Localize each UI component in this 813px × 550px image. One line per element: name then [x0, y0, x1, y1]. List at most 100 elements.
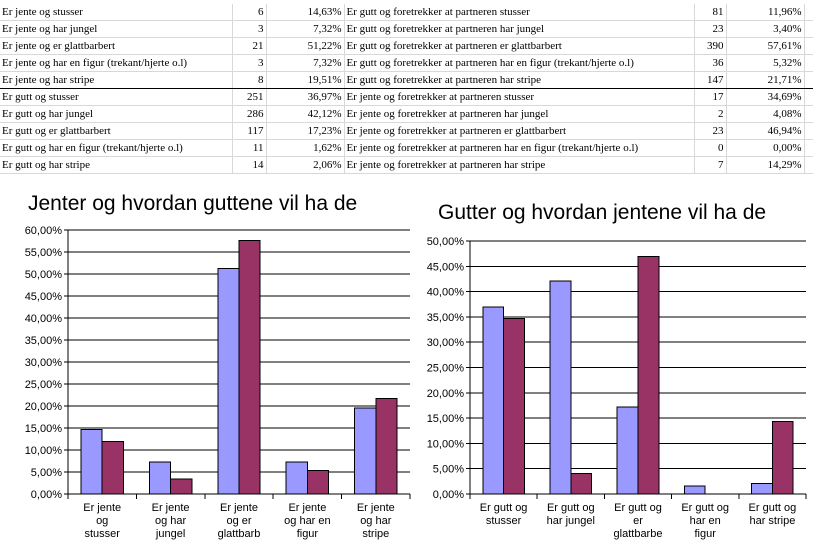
table-row: Er gutt og har stripe 14 2,06% Er jente og …	[0, 156, 813, 174]
cell-left-count[interactable]: 14	[232, 156, 267, 174]
cell-empty[interactable]	[804, 105, 813, 123]
cell-left-label[interactable]: Er gutt og er glattbarbert	[0, 122, 233, 140]
bar-series-1[interactable]	[549, 280, 572, 495]
cell-left-count[interactable]: 3	[232, 20, 267, 38]
cell-left-count[interactable]: 11	[232, 139, 267, 157]
bar-series-1[interactable]	[751, 483, 773, 495]
cell-left-label[interactable]: Er jente og stusser	[0, 4, 233, 21]
table-row: Er gutt og er glattbarbert 117 17,23% Er je…	[0, 122, 813, 140]
cell-left-label[interactable]: Er jente og har jungel	[0, 20, 233, 38]
x-category-label: Er gutt og	[547, 502, 595, 514]
cell-right-pct[interactable]: 21,71%	[726, 71, 805, 89]
cell-left-pct[interactable]: 7,32%	[266, 20, 345, 38]
cell-left-label[interactable]: Er jente og har en figur (trekant/hjerte…	[0, 54, 233, 72]
cell-right-pct[interactable]: 34,69%	[726, 88, 805, 106]
cell-left-label[interactable]: Er jente og har stripe	[0, 71, 233, 89]
table-row: Er jente og har en figur (trekant/hjerte…	[0, 54, 813, 72]
cell-right-count[interactable]: 81	[694, 4, 727, 21]
bar-series-2[interactable]	[771, 421, 794, 495]
cell-left-pct[interactable]: 14,63%	[266, 4, 345, 21]
cell-left-count[interactable]: 3	[232, 54, 267, 72]
x-category-label: Er gutt og	[614, 502, 662, 514]
cell-right-label[interactable]: Er gutt og foretrekker at partneren stus…	[344, 4, 695, 21]
cell-right-label[interactable]: Er gutt og foretrekker at partneren har …	[344, 54, 695, 72]
cell-right-label[interactable]: Er gutt og foretrekker at partneren har …	[344, 71, 695, 89]
cell-empty[interactable]	[804, 54, 813, 72]
cell-left-pct[interactable]: 51,22%	[266, 37, 345, 55]
cell-right-label[interactable]: Er gutt og foretrekker at partneren har …	[344, 20, 695, 38]
x-category-label: glattbarbe	[614, 528, 663, 540]
bar-series-2[interactable]	[637, 255, 660, 495]
cell-right-count[interactable]: 7	[694, 156, 727, 174]
cell-right-count[interactable]: 23	[694, 20, 727, 38]
cell-left-pct[interactable]: 36,97%	[266, 88, 345, 106]
cell-empty[interactable]	[804, 20, 813, 38]
chart-title: Gutter og hvordan jentene vil ha de	[438, 201, 766, 224]
cell-left-label[interactable]: Er jente og er glattbarbert	[0, 37, 233, 55]
cell-left-count[interactable]: 6	[232, 4, 267, 21]
cell-left-pct[interactable]: 17,23%	[266, 122, 345, 140]
table-row: Er gutt og har jungel 286 42,12% Er jente o…	[0, 105, 813, 123]
cell-right-label[interactable]: Er jente og foretrekker at partneren er …	[344, 122, 695, 140]
cell-right-pct[interactable]: 4,08%	[726, 105, 805, 123]
x-category-label: jungel	[155, 528, 185, 540]
cell-empty[interactable]	[804, 156, 813, 174]
cell-right-count[interactable]: 2	[694, 105, 727, 123]
y-tick-label: 15,00%	[25, 423, 63, 435]
x-category-label: og har en	[284, 515, 330, 527]
cell-right-count[interactable]: 17	[694, 88, 727, 106]
cell-left-label[interactable]: Er gutt og har jungel	[0, 105, 233, 123]
cell-right-count[interactable]: 23	[694, 122, 727, 140]
cell-left-count[interactable]: 117	[232, 122, 267, 140]
y-tick-label: 0,00%	[433, 489, 464, 501]
x-category-label: stripe	[362, 528, 389, 540]
cell-empty[interactable]	[804, 71, 813, 89]
cell-right-label[interactable]: Er jente og foretrekker at partneren har…	[344, 139, 695, 157]
x-category-label: figur	[297, 528, 319, 540]
cell-left-pct[interactable]: 1,62%	[266, 139, 345, 157]
y-tick-label: 10,00%	[427, 438, 465, 450]
cell-empty[interactable]	[804, 37, 813, 55]
cell-right-label[interactable]: Er jente og foretrekker at partneren har…	[344, 105, 695, 123]
cell-right-pct[interactable]: 57,61%	[726, 37, 805, 55]
cell-left-count[interactable]: 286	[232, 105, 267, 123]
bar-series-1[interactable]	[683, 485, 706, 495]
cell-empty[interactable]	[804, 88, 813, 106]
cell-right-label[interactable]: Er jente og foretrekker at partneren har…	[344, 156, 695, 174]
cell-empty[interactable]	[804, 4, 813, 21]
bar-series-2[interactable]	[503, 317, 525, 495]
x-category-label: Er gutt og	[480, 502, 528, 514]
cell-left-pct[interactable]: 19,51%	[266, 71, 345, 89]
cell-right-pct[interactable]: 3,40%	[726, 20, 805, 38]
cell-left-pct[interactable]: 42,12%	[266, 105, 345, 123]
cell-right-count[interactable]: 0	[694, 139, 727, 157]
cell-right-pct[interactable]: 14,29%	[726, 156, 805, 174]
bar-series-1[interactable]	[482, 306, 505, 495]
cell-left-label[interactable]: Er gutt og har stripe	[0, 156, 233, 174]
cell-left-pct[interactable]: 2,06%	[266, 156, 345, 174]
cell-right-pct[interactable]: 5,32%	[726, 54, 805, 72]
cell-right-count[interactable]: 147	[694, 71, 727, 89]
cell-left-label[interactable]: Er gutt og har en figur (trekant/hjerte …	[0, 139, 233, 157]
bar-series-2[interactable]	[570, 472, 593, 495]
bar-series-1[interactable]	[616, 406, 639, 495]
cell-left-count[interactable]: 21	[232, 37, 267, 55]
cell-right-count[interactable]: 36	[694, 54, 727, 72]
cell-right-pct[interactable]: 46,94%	[726, 122, 805, 140]
cell-right-pct[interactable]: 11,96%	[726, 4, 805, 21]
cell-left-label[interactable]: Er gutt og stusser	[0, 88, 233, 106]
cell-right-count[interactable]: 390	[694, 37, 727, 55]
cell-left-count[interactable]: 8	[232, 71, 267, 89]
cell-left-count[interactable]: 251	[232, 88, 267, 106]
cell-empty[interactable]	[804, 122, 813, 140]
cell-left-pct[interactable]: 7,32%	[266, 54, 345, 72]
cell-right-label[interactable]: Er jente og foretrekker at partneren stu…	[344, 88, 695, 106]
table-row: Er jente og har jungel 3 7,32% Er gutt og f…	[0, 20, 813, 38]
cell-right-pct[interactable]: 0,00%	[726, 139, 805, 157]
cell-right-label[interactable]: Er gutt og foretrekker at partneren er g…	[344, 37, 695, 55]
cell-empty[interactable]	[804, 139, 813, 157]
spreadsheet-data-area: Er jente og stusser 6 14,63% Er gutt og for…	[0, 0, 813, 190]
x-category-label: Er jente	[220, 502, 258, 514]
x-category-label: har jungel	[547, 515, 595, 527]
